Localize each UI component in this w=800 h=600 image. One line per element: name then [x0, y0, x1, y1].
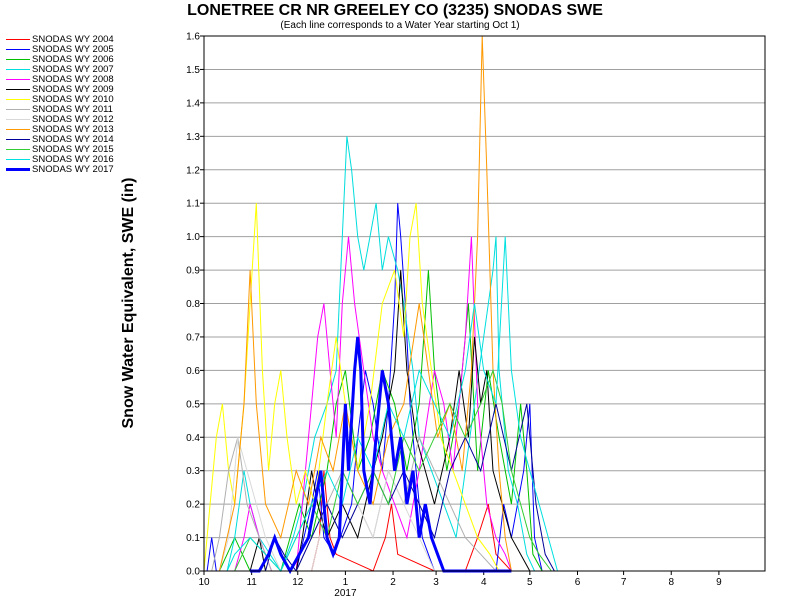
y-tick-label: 0.7	[186, 332, 200, 343]
series-line-snodas-wy-2016	[226, 236, 558, 572]
legend-label: SNODAS WY 2004	[32, 34, 114, 45]
x-tick-label: 5	[527, 577, 533, 588]
y-tick-label: 1.0	[186, 232, 200, 243]
legend-swatch	[6, 159, 30, 160]
series-line-snodas-wy-2007	[226, 136, 535, 573]
legend-swatch	[6, 79, 30, 80]
x-tick-label: 10	[198, 577, 210, 588]
series-line-snodas-wy-2017	[250, 336, 512, 575]
y-tick-label: 0.5	[186, 399, 200, 410]
x-tick-label: 7	[621, 577, 627, 588]
y-tick-label: 0.3	[186, 466, 200, 477]
legend-item: SNODAS WY 2005	[4, 45, 134, 55]
chart-title: LONETREE CR NR GREELEY CO (3235) SNODAS …	[187, 2, 603, 19]
legend-label: SNODAS WY 2016	[32, 154, 114, 165]
legend-label: SNODAS WY 2009	[32, 84, 114, 95]
legend-item: SNODAS WY 2012	[4, 115, 134, 125]
y-tick-label: 1.3	[186, 132, 200, 143]
legend: SNODAS WY 2004 SNODAS WY 2005 SNODAS WY 20…	[4, 35, 134, 175]
x-tick-label: 3	[433, 577, 439, 588]
legend-label: SNODAS WY 2012	[32, 114, 114, 125]
legend-label: SNODAS WY 2014	[32, 134, 114, 145]
x-tick-label: 9	[716, 577, 722, 588]
chart-subtitle: (Each line corresponds to a Water Year s…	[280, 20, 520, 31]
legend-item: SNODAS WY 2004	[4, 35, 134, 45]
plot-frame	[203, 35, 766, 572]
x-year-label: 2017	[334, 588, 357, 599]
legend-swatch	[6, 139, 30, 140]
series-line-snodas-wy-2013	[218, 35, 512, 572]
x-tick-label: 8	[668, 577, 674, 588]
legend-item: SNODAS WY 2008	[4, 75, 134, 85]
legend-swatch	[6, 119, 30, 120]
x-tick-label: 6	[575, 577, 581, 588]
legend-swatch	[6, 69, 30, 70]
legend-swatch	[6, 129, 30, 130]
legend-item: SNODAS WY 2010	[4, 95, 134, 105]
y-tick-label: 0.9	[186, 266, 200, 277]
legend-label: SNODAS WY 2005	[32, 44, 114, 55]
y-tick-label: 1.1	[186, 199, 200, 210]
legend-swatch	[6, 59, 30, 60]
y-tick-label: 0.1	[186, 533, 200, 544]
y-tick-label: 0.2	[186, 500, 200, 511]
legend-swatch	[6, 49, 30, 50]
legend-item: SNODAS WY 2016	[4, 155, 134, 165]
legend-label: SNODAS WY 2013	[32, 124, 114, 135]
legend-label: SNODAS WY 2010	[32, 94, 114, 105]
legend-swatch	[6, 109, 30, 110]
legend-swatch	[6, 149, 30, 150]
legend-item: SNODAS WY 2006	[4, 55, 134, 65]
y-tick-label: 1.5	[186, 65, 200, 76]
legend-item: SNODAS WY 2007	[4, 65, 134, 75]
series-line-snodas-wy-2009	[249, 270, 531, 572]
x-tick-label: 12	[292, 577, 304, 588]
legend-item: SNODAS WY 2013	[4, 125, 134, 135]
x-tick-label: 2	[390, 577, 396, 588]
series-line-snodas-wy-2004	[311, 470, 512, 572]
y-tick-label: 1.2	[186, 165, 200, 176]
series-line-snodas-wy-2014	[265, 403, 555, 572]
legend-label: SNODAS WY 2007	[32, 64, 114, 75]
legend-item: SNODAS WY 2011	[4, 105, 134, 115]
y-tick-label: 1.6	[186, 32, 200, 43]
legend-label: SNODAS WY 2011	[32, 104, 113, 115]
legend-swatch	[6, 89, 30, 90]
legend-swatch	[6, 99, 30, 100]
x-tick-label: 11	[246, 577, 257, 588]
y-tick-label: 0.8	[186, 299, 200, 310]
legend-item: SNODAS WY 2017	[4, 165, 134, 175]
legend-item: SNODAS WY 2015	[4, 145, 134, 155]
y-tick-label: 1.4	[186, 98, 200, 109]
x-tick-label: 4	[481, 577, 487, 588]
legend-item: SNODAS WY 2009	[4, 85, 134, 95]
y-tick-label: 0.0	[186, 567, 200, 578]
legend-swatch	[6, 39, 30, 40]
legend-item: SNODAS WY 2014	[4, 135, 134, 145]
legend-label: SNODAS WY 2008	[32, 74, 114, 85]
legend-label: SNODAS WY 2017	[32, 164, 114, 175]
legend-label: SNODAS WY 2006	[32, 54, 114, 65]
legend-swatch	[6, 168, 30, 171]
series-line-snodas-wy-2005	[206, 203, 543, 572]
legend-label: SNODAS WY 2015	[32, 144, 114, 155]
y-tick-label: 0.6	[186, 366, 200, 377]
y-tick-label: 0.4	[186, 433, 200, 444]
x-tick-label: 1	[343, 577, 349, 588]
